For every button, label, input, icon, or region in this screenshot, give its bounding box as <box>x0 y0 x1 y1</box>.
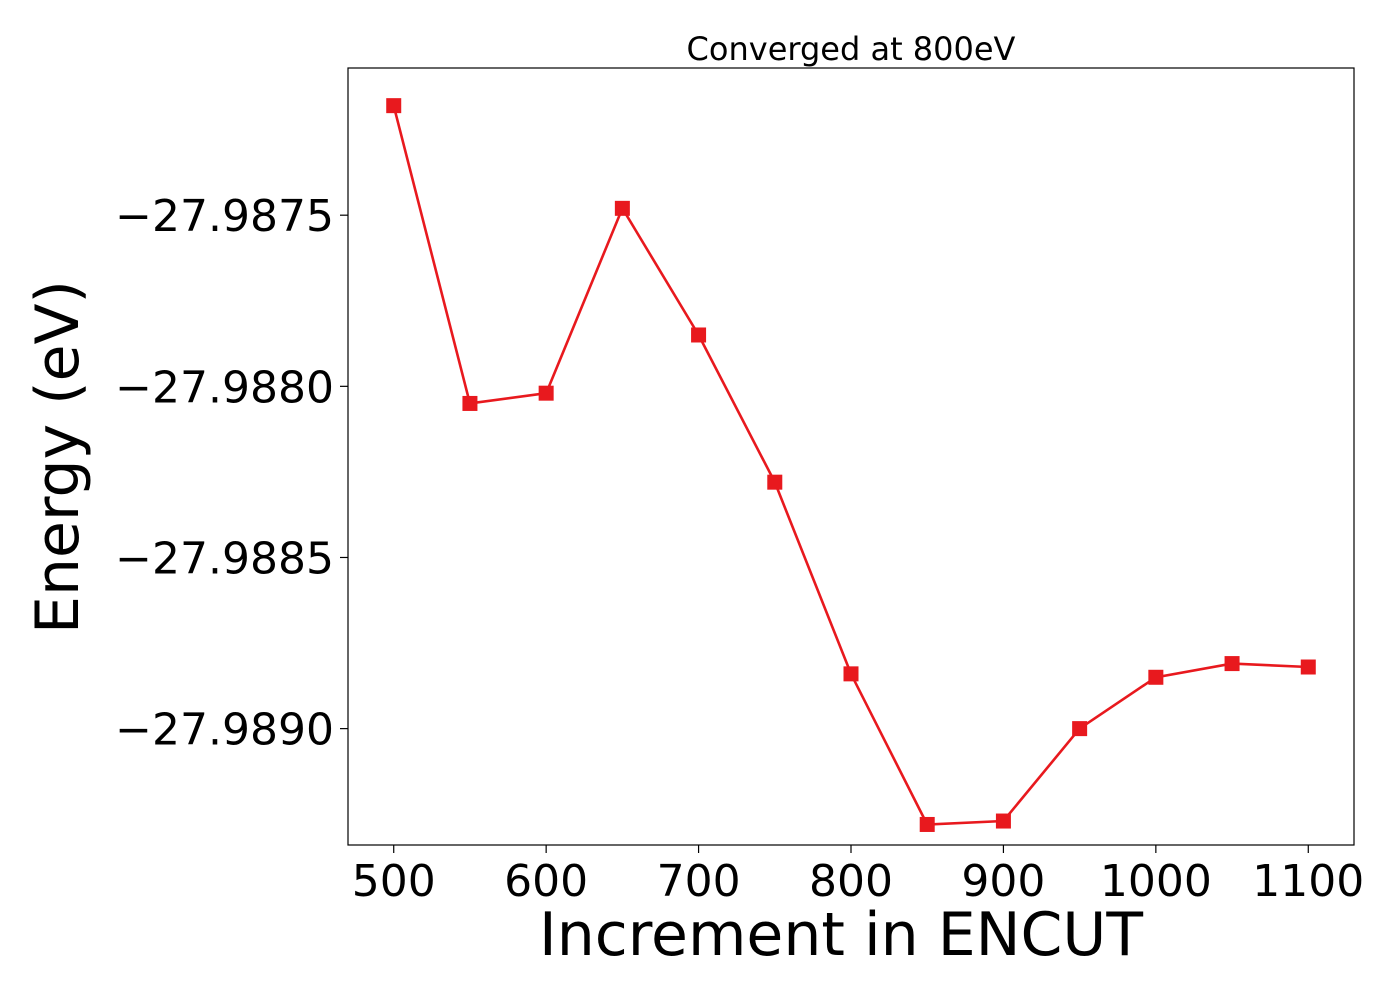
x-tick-label: 1000 <box>1100 856 1212 907</box>
x-tick-label: 900 <box>961 856 1045 907</box>
data-point-marker <box>767 474 783 490</box>
y-axis: −27.9875 −27.9880 −27.9885 −27.9890 <box>115 191 348 756</box>
x-axis: 500 600 700 800 900 1000 1100 <box>352 845 1364 907</box>
data-point-marker <box>1148 669 1164 685</box>
data-point-marker <box>1224 656 1240 672</box>
data-point-marker <box>919 816 935 832</box>
data-point-marker <box>386 98 402 114</box>
data-point-marker <box>843 666 859 682</box>
chart-title: Converged at 800eV <box>687 30 1016 68</box>
data-point-marker <box>1072 721 1088 737</box>
y-tick-label: −27.9875 <box>115 191 334 242</box>
x-axis-label: Increment in ENCUT <box>539 900 1143 970</box>
x-tick-label: 700 <box>657 856 741 907</box>
data-point-marker <box>995 813 1011 829</box>
data-point-marker <box>1300 659 1316 675</box>
series-line <box>392 105 1309 826</box>
data-point-marker <box>538 385 554 401</box>
y-tick-label: −27.9890 <box>115 705 334 756</box>
y-axis-label: Energy (eV) <box>23 280 93 634</box>
x-tick-label: 500 <box>352 856 436 907</box>
x-tick-label: 600 <box>504 856 588 907</box>
x-tick-label: 1100 <box>1252 856 1364 907</box>
data-point-marker <box>614 200 630 216</box>
x-tick-label: 800 <box>809 856 893 907</box>
data-point-marker <box>691 327 707 343</box>
y-tick-label: −27.9880 <box>115 362 334 413</box>
data-point-marker <box>462 395 478 411</box>
plot-area <box>347 67 1355 846</box>
y-tick-label: −27.9885 <box>115 533 334 584</box>
series-energy <box>386 98 1316 832</box>
